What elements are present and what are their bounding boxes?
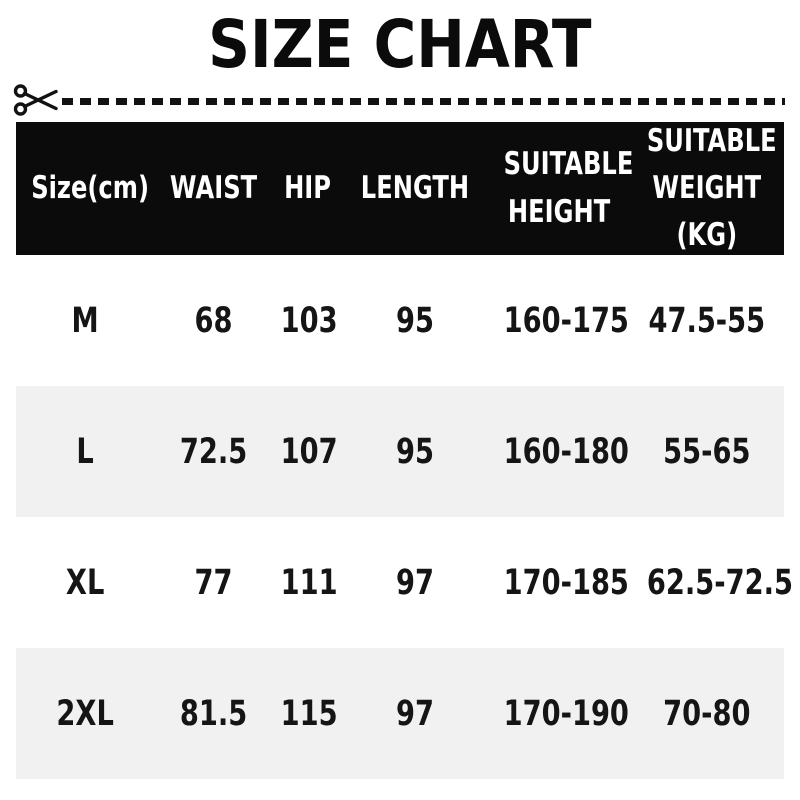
cell-length: 95 — [396, 300, 435, 341]
cell-weight: 47.5-55 — [648, 300, 766, 341]
table-row-xl: XL 77 111 97 170-185 62.5-72.5 — [16, 517, 794, 648]
header-hip: HIP — [284, 169, 332, 206]
page-title: SIZE CHART — [208, 6, 592, 83]
cell-weight: 70-80 — [663, 693, 751, 734]
cell-hip: 115 — [280, 693, 338, 734]
cell-height: 170-185 — [503, 562, 630, 603]
cell-size: XL — [65, 562, 105, 603]
size-table: Size(cm) WAIST HIP LENGTH SUITABLE HEIGH… — [16, 122, 794, 779]
cell-size: 2XL — [56, 693, 114, 734]
cell-waist: 81.5 — [180, 693, 248, 734]
header-size: Size(cm) — [31, 169, 150, 206]
scissors-icon — [13, 84, 58, 116]
table-header-row: Size(cm) WAIST HIP LENGTH SUITABLE HEIGH… — [16, 122, 784, 255]
cell-length: 97 — [396, 562, 435, 603]
cell-size: L — [76, 431, 94, 472]
table-row-m: M 68 103 95 160-175 47.5-55 — [16, 255, 784, 386]
header-length: LENGTH — [361, 169, 470, 206]
page-title-wrap: SIZE CHART — [0, 0, 800, 80]
cell-waist: 72.5 — [180, 431, 248, 472]
cell-height: 160-180 — [503, 431, 630, 472]
cell-size: M — [71, 300, 99, 341]
cell-hip: 103 — [280, 300, 338, 341]
cell-length: 97 — [396, 693, 435, 734]
header-suitable-weight: SUITABLE WEIGHT (KG) — [647, 122, 777, 254]
cell-waist: 77 — [194, 562, 233, 603]
table-row-l: L 72.5 107 95 160-180 55-65 — [16, 386, 784, 517]
header-suitable-height: SUITABLE HEIGHT — [503, 146, 634, 230]
cell-weight: 62.5-72.5 — [647, 562, 794, 603]
cell-hip: 107 — [280, 431, 338, 472]
cell-waist: 68 — [194, 300, 233, 341]
table-row-2xl: 2XL 81.5 115 97 170-190 70-80 — [16, 648, 784, 779]
cell-weight: 55-65 — [663, 431, 751, 472]
dashed-cut-line — [62, 97, 785, 105]
cell-height: 170-190 — [503, 693, 630, 734]
cell-hip: 111 — [280, 562, 338, 603]
header-waist: WAIST — [170, 169, 258, 206]
cell-length: 95 — [396, 431, 435, 472]
cell-height: 160-175 — [503, 300, 630, 341]
cut-line — [0, 80, 800, 120]
